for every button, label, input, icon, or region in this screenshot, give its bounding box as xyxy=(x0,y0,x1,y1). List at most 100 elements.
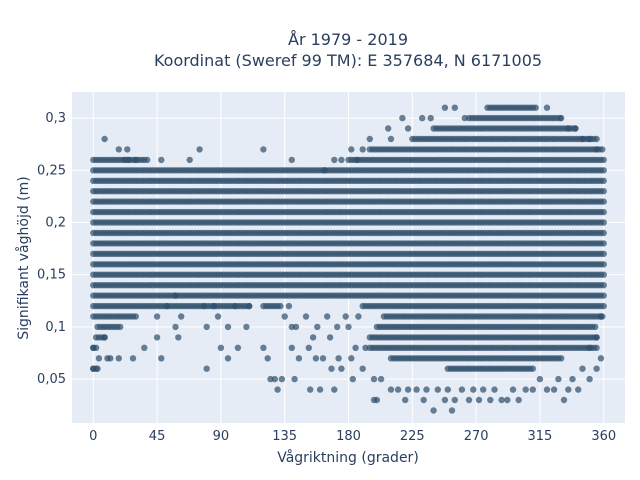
data-point xyxy=(600,240,607,247)
x-tick-label: 135 xyxy=(272,429,297,444)
data-point xyxy=(597,313,605,320)
y-tick-label: 0,2 xyxy=(45,216,66,231)
data-point xyxy=(172,323,179,331)
data-point xyxy=(224,355,232,362)
data-point xyxy=(491,386,498,393)
data-point xyxy=(285,302,293,310)
data-point xyxy=(234,344,242,351)
data-point xyxy=(314,323,321,331)
data-point xyxy=(158,156,165,164)
data-point xyxy=(312,355,320,362)
data-point xyxy=(586,135,593,143)
data-point xyxy=(444,386,451,393)
x-tick-label: 315 xyxy=(528,429,553,444)
data-point xyxy=(550,386,558,393)
data-point xyxy=(593,344,600,351)
data-point xyxy=(158,355,165,362)
data-point xyxy=(260,146,267,153)
data-point xyxy=(203,323,210,331)
data-point xyxy=(217,344,225,351)
data-point xyxy=(480,386,487,393)
data-point xyxy=(281,313,288,320)
data-point xyxy=(352,344,359,351)
data-point xyxy=(515,396,522,404)
data-point xyxy=(430,407,437,414)
data-point xyxy=(434,386,441,393)
data-point xyxy=(291,375,298,383)
data-point xyxy=(420,396,427,404)
data-point xyxy=(335,355,342,362)
data-point xyxy=(597,355,605,362)
data-point xyxy=(565,125,572,132)
data-point xyxy=(600,250,607,257)
data-point xyxy=(292,323,300,331)
data-point xyxy=(200,302,208,310)
data-point xyxy=(377,375,385,383)
y-tick-labels: 0,05 0,1 0,15 0,2 0,25 0,3 xyxy=(37,111,66,387)
data-point xyxy=(277,302,284,310)
data-point xyxy=(144,156,151,164)
data-point xyxy=(288,156,295,164)
data-point xyxy=(115,355,123,362)
data-point xyxy=(331,386,338,393)
data-point xyxy=(243,323,250,331)
data-point xyxy=(338,365,345,372)
data-point xyxy=(214,313,222,320)
data-point xyxy=(600,188,607,195)
data-point xyxy=(404,125,412,132)
data-point xyxy=(558,114,565,122)
data-point xyxy=(441,396,449,404)
data-point xyxy=(543,386,551,393)
data-point xyxy=(600,271,607,278)
data-point xyxy=(366,135,373,143)
data-point xyxy=(210,302,217,310)
data-point xyxy=(334,323,341,331)
data-point xyxy=(470,386,477,393)
data-point xyxy=(593,365,600,372)
data-point xyxy=(565,386,572,393)
data-point xyxy=(348,355,355,362)
data-point xyxy=(558,355,565,362)
data-point xyxy=(579,135,586,143)
data-point xyxy=(353,156,361,164)
data-point xyxy=(359,146,366,153)
data-point xyxy=(394,386,402,393)
data-point xyxy=(278,375,286,383)
data-point xyxy=(465,396,473,404)
data-point xyxy=(529,386,536,393)
data-point xyxy=(302,313,310,320)
data-point xyxy=(288,344,295,351)
data-point xyxy=(305,344,312,351)
data-point xyxy=(132,156,139,164)
data-point xyxy=(593,334,600,341)
data-point xyxy=(94,365,101,372)
data-point xyxy=(593,135,600,143)
y-tick-label: 0,15 xyxy=(37,268,66,283)
data-point xyxy=(132,313,139,320)
data-point xyxy=(203,365,210,372)
data-point xyxy=(451,104,458,111)
x-tick-labels: 0 45 90 135 180 225 270 315 360 xyxy=(89,429,616,444)
data-point xyxy=(101,135,108,143)
data-point xyxy=(338,156,345,164)
data-point xyxy=(448,407,456,414)
data-points xyxy=(90,104,607,414)
y-tick-label: 0,3 xyxy=(45,111,66,126)
x-tick-label: 0 xyxy=(89,429,97,444)
data-point xyxy=(373,396,381,404)
data-point xyxy=(153,313,161,320)
data-point xyxy=(178,313,185,320)
data-point xyxy=(404,386,412,393)
data-point xyxy=(458,386,466,393)
y-axis-title: Signifikant våghöjd (m) xyxy=(15,176,32,339)
data-point xyxy=(349,375,356,383)
y-tick-label: 0,05 xyxy=(37,372,66,387)
data-point xyxy=(370,375,378,383)
y-tick-label: 0,1 xyxy=(45,320,66,335)
data-point xyxy=(316,386,324,393)
data-point xyxy=(345,323,352,331)
data-point xyxy=(586,375,593,383)
data-point xyxy=(231,302,239,310)
data-point xyxy=(172,292,179,299)
